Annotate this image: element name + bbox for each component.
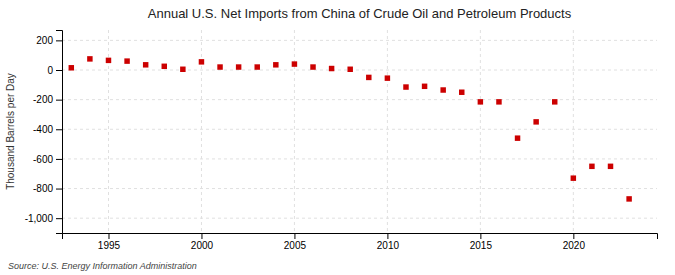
tick: 2015 — [470, 233, 493, 251]
point — [478, 99, 483, 104]
grid-line — [62, 158, 657, 159]
point — [292, 61, 297, 66]
tick: 2000 — [191, 233, 214, 251]
tick-label: 2015 — [470, 240, 493, 251]
tick-mark — [56, 159, 62, 160]
tick-label: 1995 — [98, 240, 121, 251]
grid-line — [294, 30, 295, 233]
point — [124, 58, 129, 63]
tick-mark — [387, 233, 388, 239]
y-axis-title: Thousand Barrels per Day — [5, 73, 16, 190]
point — [552, 99, 557, 104]
tick-mark — [56, 40, 62, 41]
plot: 199520002005201020152020-1,000-800-600-4… — [25, 30, 658, 251]
grid-line — [387, 30, 388, 233]
tick-mark — [56, 100, 62, 101]
point — [236, 64, 241, 69]
point — [589, 164, 594, 169]
point — [347, 67, 352, 72]
chart: 199520002005201020152020-1,000-800-600-4… — [0, 0, 675, 275]
grid-line — [62, 218, 657, 219]
grid-line — [62, 40, 657, 41]
y-axis: -1,000 -800 -600 -400 -200 0 200 — [25, 31, 63, 234]
grid-line — [62, 129, 657, 130]
tick: 200 — [36, 35, 62, 46]
grid — [62, 30, 657, 233]
axis-line — [56, 31, 63, 234]
tick: 2005 — [284, 233, 307, 251]
tick-mark — [56, 189, 62, 190]
grid-line — [480, 30, 481, 233]
point — [254, 64, 259, 69]
tick-mark — [201, 233, 202, 239]
point — [385, 75, 390, 80]
tick-label: 2000 — [191, 240, 214, 251]
point — [162, 64, 167, 69]
x-axis: 1995 2000 2005 2010 2015 2020 — [63, 233, 658, 251]
tick: 2020 — [563, 233, 586, 251]
tick: -800 — [33, 183, 62, 194]
grid-line — [62, 70, 657, 71]
title: Annual U.S. Net Imports from China of Cr… — [148, 6, 572, 21]
point — [366, 75, 371, 80]
source: Source: U.S. Energy Information Administ… — [8, 261, 197, 271]
grid-line — [573, 30, 574, 233]
point — [143, 62, 148, 67]
tick-label: 2020 — [563, 240, 586, 251]
point — [571, 175, 576, 180]
tick-mark — [56, 129, 62, 130]
point — [422, 84, 427, 89]
point — [69, 65, 74, 70]
point — [217, 64, 222, 69]
point — [310, 64, 315, 69]
tick-label: -1,000 — [25, 213, 54, 224]
tick: -400 — [33, 124, 62, 135]
point — [496, 99, 501, 104]
point — [87, 56, 92, 61]
tick-label: 2005 — [284, 240, 307, 251]
tick: 2010 — [377, 233, 400, 251]
tick-mark — [56, 70, 62, 71]
tick: -1,000 — [25, 213, 62, 224]
point — [273, 62, 278, 67]
tick: 0 — [47, 65, 62, 76]
tick-mark — [108, 233, 109, 239]
point — [180, 67, 185, 72]
tick-label: -200 — [33, 94, 53, 105]
point — [533, 119, 538, 124]
point — [329, 66, 334, 71]
tick: -600 — [33, 154, 62, 165]
tick: -200 — [33, 94, 62, 105]
point — [440, 87, 445, 92]
point — [459, 89, 464, 94]
tick-label: 200 — [36, 35, 53, 46]
tick: 1995 — [98, 233, 121, 251]
point — [626, 196, 631, 201]
point — [199, 59, 204, 64]
tick-label: -800 — [33, 183, 53, 194]
grid-line — [62, 99, 657, 100]
tick-label: 0 — [47, 65, 53, 76]
tick-mark — [56, 218, 62, 219]
grid-line — [62, 188, 657, 189]
point — [608, 164, 613, 169]
tick-mark — [480, 233, 481, 239]
points — [69, 56, 632, 202]
point — [515, 135, 520, 140]
point — [106, 58, 111, 63]
tick-label: -400 — [33, 124, 53, 135]
axis-line — [63, 234, 658, 240]
point — [403, 84, 408, 89]
tick-mark — [573, 233, 574, 239]
tick-label: 2010 — [377, 240, 400, 251]
tick-mark — [294, 233, 295, 239]
tick-label: -600 — [33, 154, 53, 165]
